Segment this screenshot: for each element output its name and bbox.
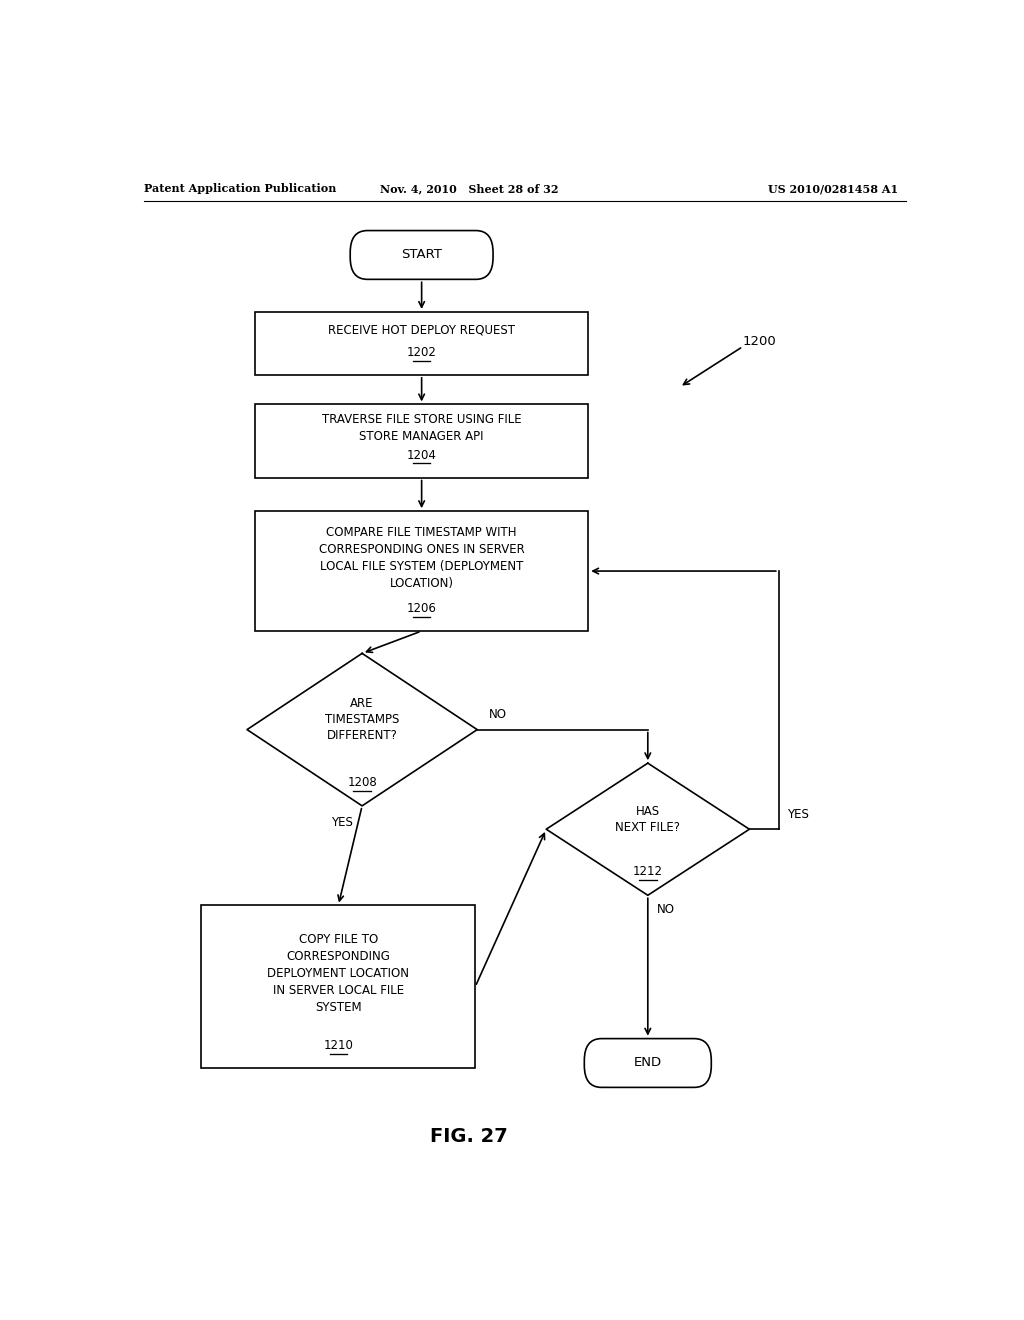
Bar	[202, 906, 475, 1068]
Text: FIG. 27: FIG. 27	[430, 1127, 508, 1146]
Text: 1206: 1206	[407, 602, 436, 615]
Text: YES: YES	[332, 816, 353, 829]
Text: RECEIVE HOT DEPLOY REQUEST: RECEIVE HOT DEPLOY REQUEST	[328, 323, 515, 337]
Text: Patent Application Publication: Patent Application Publication	[143, 183, 336, 194]
Text: COMPARE FILE TIMESTAMP WITH
CORRESPONDING ONES IN SERVER
LOCAL FILE SYSTEM (DEPL: COMPARE FILE TIMESTAMP WITH CORRESPONDIN…	[318, 525, 524, 590]
Bar	[255, 511, 588, 631]
Text: 1204: 1204	[407, 449, 436, 462]
Text: TRAVERSE FILE STORE USING FILE
STORE MANAGER API: TRAVERSE FILE STORE USING FILE STORE MAN…	[322, 413, 521, 442]
Text: YES: YES	[786, 808, 809, 821]
Text: ARE
TIMESTAMPS
DIFFERENT?: ARE TIMESTAMPS DIFFERENT?	[325, 697, 399, 742]
Polygon shape	[546, 763, 750, 895]
Text: END: END	[634, 1056, 662, 1069]
Polygon shape	[247, 653, 477, 805]
Text: 1200: 1200	[743, 335, 777, 348]
Text: 1210: 1210	[324, 1039, 353, 1052]
FancyBboxPatch shape	[585, 1039, 712, 1088]
Text: COPY FILE TO
CORRESPONDING
DEPLOYMENT LOCATION
IN SERVER LOCAL FILE
SYSTEM: COPY FILE TO CORRESPONDING DEPLOYMENT LO…	[267, 933, 410, 1014]
Text: Nov. 4, 2010   Sheet 28 of 32: Nov. 4, 2010 Sheet 28 of 32	[380, 183, 558, 194]
Text: 1202: 1202	[407, 346, 436, 359]
Bar	[255, 404, 588, 478]
Text: NO: NO	[657, 903, 676, 916]
Bar	[255, 312, 588, 375]
FancyBboxPatch shape	[350, 231, 494, 280]
Text: US 2010/0281458 A1: US 2010/0281458 A1	[768, 183, 898, 194]
Text: NO: NO	[489, 709, 507, 722]
Text: START: START	[401, 248, 442, 261]
Text: HAS
NEXT FILE?: HAS NEXT FILE?	[615, 805, 680, 833]
Text: 1208: 1208	[347, 776, 377, 789]
Text: 1212: 1212	[633, 866, 663, 878]
